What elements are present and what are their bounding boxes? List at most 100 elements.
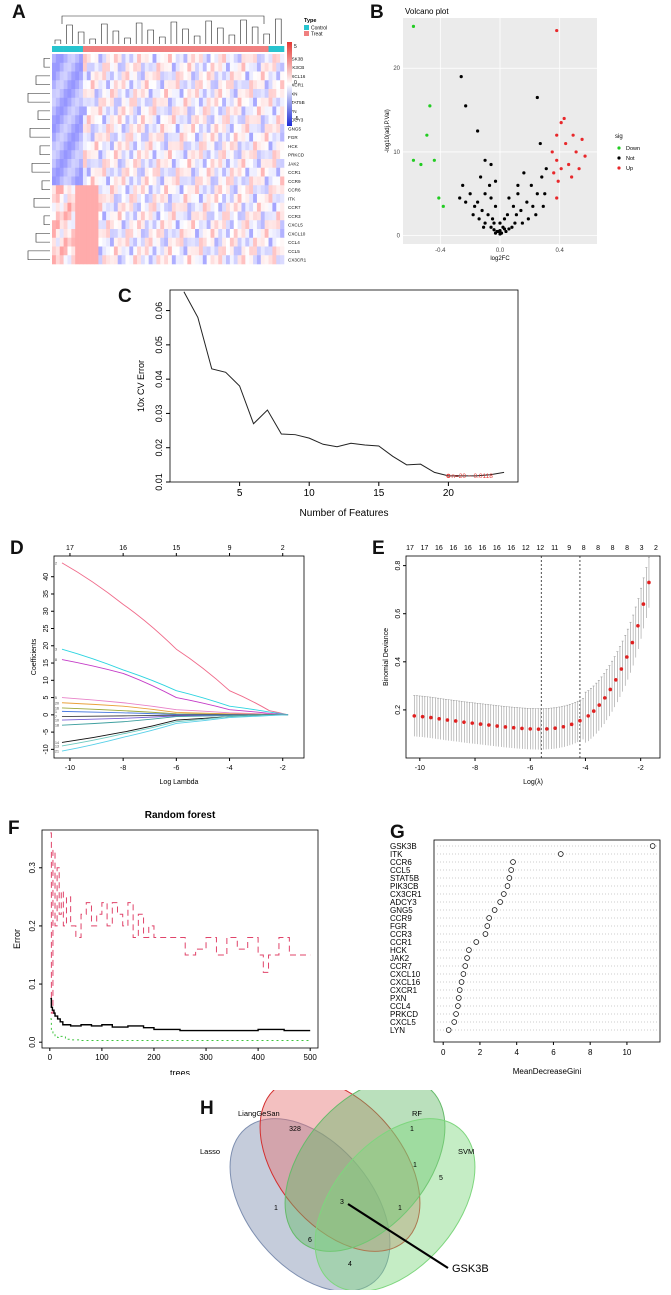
panel-label-f: F (8, 818, 20, 839)
heatmap-cell (125, 237, 130, 247)
x-tick-label: 4 (514, 1048, 519, 1057)
heatmap-cell (71, 176, 76, 186)
heatmap-cell (63, 194, 68, 204)
heatmap-cell (125, 115, 130, 125)
heatmap-cell (110, 194, 115, 204)
heatmap-cell (133, 80, 138, 90)
heatmap-cell (94, 159, 99, 169)
heatmap-cell (191, 89, 196, 99)
heatmap-cell (160, 185, 165, 195)
heatmap-cell (129, 54, 134, 64)
error-curve (50, 1018, 311, 1041)
annotation-cell (79, 46, 84, 52)
heatmap-cell (140, 97, 146, 107)
heatmap-cell (210, 185, 215, 195)
heatmap-cell (222, 194, 227, 204)
dendrogram-branch (182, 28, 189, 44)
importance-point (510, 859, 516, 865)
heatmap-cell (218, 176, 223, 186)
heatmap-cell (202, 89, 207, 99)
volcano-point-up (552, 171, 556, 175)
heatmap-cell (272, 255, 277, 265)
volcano-point-not (538, 141, 542, 146)
heatmap-cell (191, 150, 196, 160)
heatmap-cell (75, 202, 80, 212)
heatmap-cell (52, 167, 57, 177)
plot-frame (433, 839, 661, 1043)
heatmap-cell (253, 246, 258, 256)
heatmap-cell (52, 185, 57, 195)
heatmap-cell (241, 115, 246, 125)
heatmap-cell (133, 106, 138, 116)
heatmap-cell (280, 229, 285, 239)
annotation-cell (121, 46, 126, 52)
heatmap-cell (175, 89, 180, 99)
deviance-point (412, 714, 417, 718)
heatmap-cell (183, 211, 188, 221)
heatmap-cell (82, 97, 88, 107)
heatmap-cell (79, 62, 84, 72)
heatmap-cell (137, 202, 142, 212)
x-tick-label: -8 (120, 765, 126, 772)
heatmap-cell (140, 159, 146, 169)
annotation-cell (148, 46, 153, 52)
heatmap-cell (222, 246, 227, 256)
heatmap-cell (233, 124, 238, 134)
heatmap-cell (191, 255, 196, 265)
volcano-point-not (493, 179, 498, 183)
dendrogram-branch (112, 30, 120, 44)
heatmap-cell (195, 54, 200, 64)
feature-label: CCL5 (390, 866, 411, 875)
heatmap-cell (245, 229, 250, 239)
heatmap-cell (218, 150, 223, 160)
heatmap-cell (71, 141, 76, 151)
heatmap-cell (198, 124, 204, 134)
top-tick-label: 16 (119, 545, 127, 552)
heatmap-cell (52, 194, 57, 204)
heatmap-cell (183, 150, 188, 160)
volcano-point-not (520, 221, 524, 225)
importance-point (466, 947, 472, 953)
heatmap-cell (113, 237, 119, 247)
x-tick-label: 2 (478, 1048, 483, 1057)
error-curve (50, 832, 311, 1014)
heatmap-cell (264, 62, 269, 72)
heatmap-cell (253, 255, 258, 265)
heatmap-cell (187, 97, 192, 107)
heatmap-cell (133, 54, 138, 64)
heatmap-cell (164, 124, 169, 134)
heatmap-cell (82, 220, 88, 230)
top-tick-label: 8 (596, 545, 600, 552)
heatmap-cell (191, 80, 196, 90)
annotation-cell (245, 46, 250, 52)
heatmap-cell (133, 89, 138, 99)
heatmap-cell (110, 202, 115, 212)
heatmap-cell (264, 124, 269, 134)
heatmap-cell (241, 124, 246, 134)
heatmap-cell (171, 167, 177, 177)
heatmap-cell (160, 176, 165, 186)
heatmap-cell (164, 237, 169, 247)
heatmap-cell (272, 97, 277, 107)
deviance-point (602, 696, 607, 700)
heatmap-cell (218, 62, 223, 72)
heatmap-cell (94, 106, 99, 116)
dendrogram-branch (124, 37, 131, 44)
heatmap-cell (129, 62, 134, 72)
deviance-point (445, 718, 450, 722)
dendrogram-root (61, 15, 265, 24)
coefficient-label: 13 (55, 744, 59, 748)
heatmap-cell (98, 185, 103, 195)
coefficient-label: 20 (55, 701, 59, 705)
heatmap-cell (90, 229, 95, 239)
heatmap-cell (229, 150, 235, 160)
heatmap-cell (129, 124, 134, 134)
heatmap-cell (52, 80, 57, 90)
heatmap-cell (268, 54, 273, 64)
heatmap-cell (133, 211, 138, 221)
heatmap-cell (110, 54, 115, 64)
heatmap-cell (237, 141, 242, 151)
importance-point (445, 1027, 452, 1033)
heatmap-cell (253, 132, 258, 142)
heatmap-cell (272, 62, 277, 72)
